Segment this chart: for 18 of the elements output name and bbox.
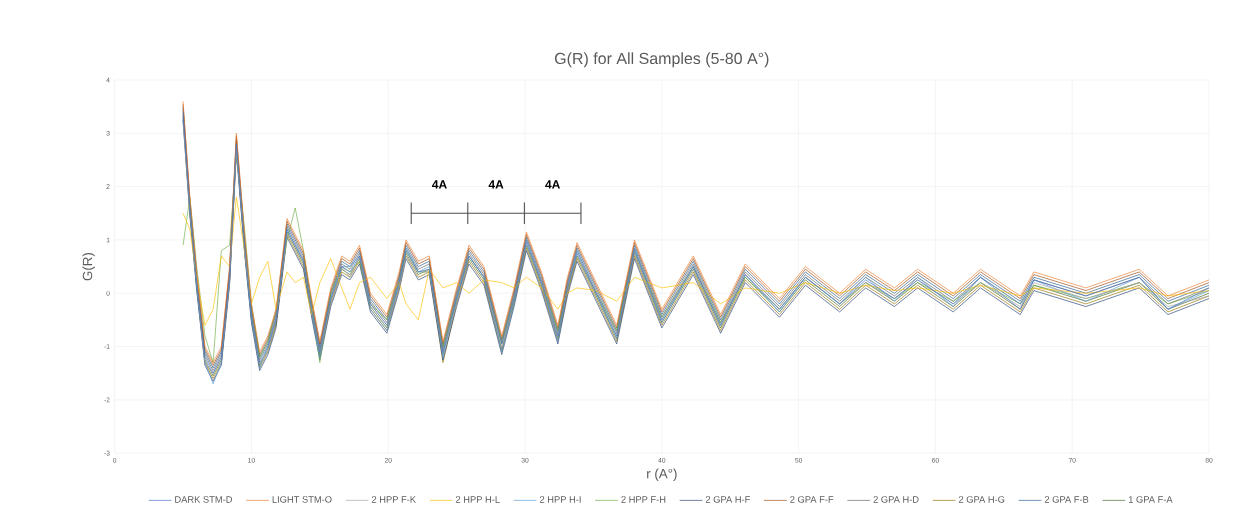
legend-label: 2 HPP H-I	[539, 496, 581, 503]
x-axis-title: r (A°)	[647, 468, 677, 482]
legend-label: 2 GPA F-B	[1044, 496, 1089, 503]
legend-label: 2 GPA F-F	[790, 496, 834, 503]
legend-label: 2 HPP F-K	[371, 496, 416, 503]
legend-label: LIGHT STM-O	[272, 496, 332, 503]
legend-label: 2 HPP F-H	[621, 496, 666, 503]
annotation: 4A	[432, 180, 447, 189]
legend-label: 2 GPA H-D	[873, 496, 919, 503]
annotation: 4A	[545, 180, 561, 189]
legend-label: 2 GPA H-G	[958, 496, 1005, 503]
legend-label: 1 GPA F-A	[1128, 496, 1173, 503]
legend-label: 2 GPA H-F	[705, 496, 750, 503]
legend-label: 2 HPP H-L	[455, 496, 500, 503]
annotation: 4A	[488, 180, 504, 189]
legend-label: DARK STM-D	[175, 496, 233, 503]
chart-title: G(R) for All Samples (5-80 A°)	[554, 52, 769, 68]
y-axis-title: G(R)	[82, 253, 95, 281]
